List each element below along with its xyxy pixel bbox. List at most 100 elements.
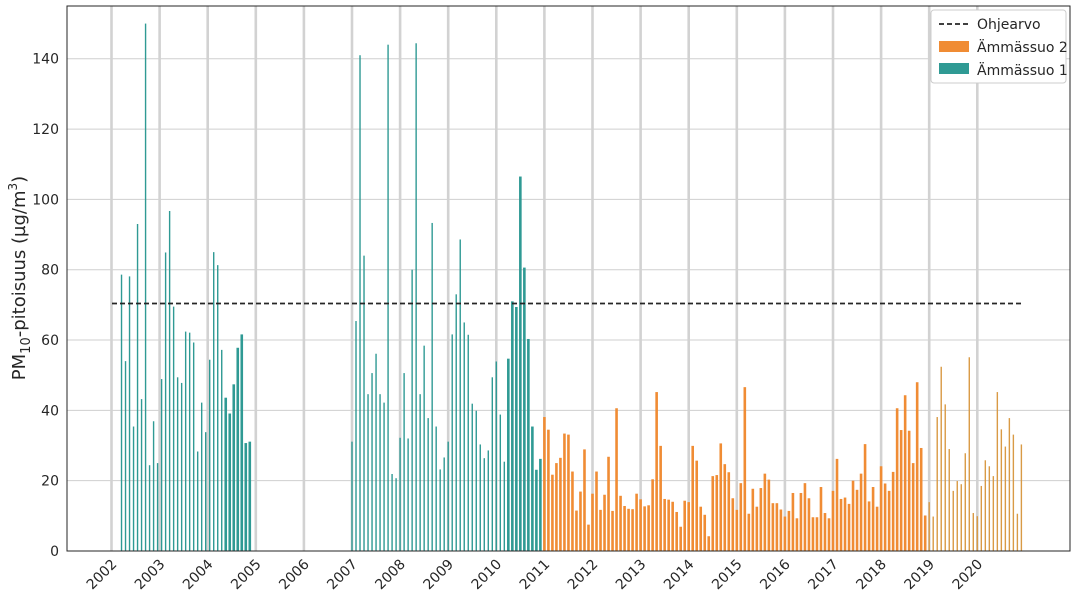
- bar-ammassuo-1: [463, 322, 465, 551]
- bar-ammassuo-2: [940, 366, 942, 551]
- bar-ammassuo-2: [992, 476, 995, 551]
- bar-ammassuo-2: [663, 498, 666, 551]
- bar-ammassuo-1: [172, 306, 175, 551]
- bar-ammassuo-1: [248, 441, 252, 551]
- bar-ammassuo-1: [399, 437, 401, 551]
- x-tick-label: 2018: [853, 557, 890, 594]
- bar-ammassuo-1: [132, 426, 135, 551]
- bar-ammassuo-1: [383, 402, 385, 551]
- plot-frame: [66, 5, 1071, 552]
- bar-ammassuo-2: [936, 417, 938, 551]
- bar-ammassuo-2: [859, 473, 863, 551]
- bar-ammassuo-2: [543, 417, 546, 551]
- bar-ammassuo-2: [583, 449, 586, 551]
- bar-ammassuo-2: [807, 498, 811, 551]
- x-tick-label: 2008: [372, 557, 409, 594]
- bar-ammassuo-1: [209, 359, 211, 551]
- x-tick-label: 2017: [805, 557, 842, 594]
- bar-ammassuo-2: [915, 382, 919, 551]
- x-tick-label: 2010: [469, 557, 506, 594]
- bar-ammassuo-2: [907, 430, 911, 551]
- x-tick-label: 2014: [661, 556, 698, 593]
- bar-ammassuo-1: [367, 394, 369, 551]
- bar-ammassuo-1: [459, 239, 461, 552]
- bar-ammassuo-2: [635, 493, 638, 551]
- bar-ammassuo-1: [168, 210, 171, 551]
- y-tick-labels: 0 20 40 60 80 100 120 140: [32, 52, 59, 560]
- x-tick-label: 2007: [324, 557, 361, 594]
- bar-ammassuo-1: [124, 361, 127, 551]
- bar-ammassuo-2: [984, 460, 987, 551]
- bar-ammassuo-2: [643, 506, 646, 551]
- bar-ammassuo-2: [960, 484, 962, 551]
- bar-ammassuo-2: [591, 493, 594, 551]
- bar-ammassuo-2: [952, 490, 954, 551]
- bar-ammassuo-1: [451, 334, 453, 551]
- bar-ammassuo-2: [647, 505, 650, 551]
- bar-ammassuo-2: [559, 457, 562, 551]
- bar-ammassuo-2: [687, 502, 690, 551]
- bar-ammassuo-1: [487, 450, 489, 551]
- bar-ammassuo-1: [527, 338, 530, 551]
- x-tick-label: 2003: [132, 557, 169, 594]
- bar-ammassuo-1: [531, 426, 534, 551]
- bar-ammassuo-1: [136, 224, 139, 551]
- bar-ammassuo-2: [667, 499, 670, 551]
- bar-ammassuo-2: [719, 443, 723, 551]
- bar-ammassuo-1: [160, 379, 163, 551]
- bar-ammassuo-2: [771, 503, 775, 551]
- bar-ammassuo-1: [240, 334, 244, 551]
- x-tick-label: 2019: [902, 557, 939, 594]
- bar-ammassuo-2: [1008, 418, 1011, 551]
- bar-ammassuo-2: [791, 492, 795, 551]
- bar-ammassuo-1: [221, 349, 223, 551]
- bar-ammassuo-1: [355, 321, 357, 551]
- bar-ammassuo-1: [140, 399, 143, 551]
- bar-ammassuo-2: [767, 479, 771, 551]
- y-tick-label: 100: [32, 192, 59, 208]
- bar-ammassuo-1: [483, 458, 485, 551]
- bar-ammassuo-1: [427, 418, 429, 551]
- x-tick-label: 2004: [180, 556, 217, 593]
- bar-ammassuo-2: [551, 474, 554, 551]
- bar-ammassuo-2: [923, 515, 927, 551]
- legend: Ohjearvo Ämmässuo 2 Ämmässuo 1: [930, 9, 1068, 84]
- bar-ammassuo-2: [827, 518, 831, 551]
- y-tick-label: 120: [32, 122, 59, 138]
- x-tick-label: 2016: [757, 556, 794, 593]
- bar-ammassuo-1: [407, 438, 409, 551]
- bar-ammassuo-1: [188, 332, 191, 551]
- bar-ammassuo-1: [387, 44, 389, 551]
- bar-ammassuo-2: [575, 510, 578, 551]
- bar-ammassuo-2: [839, 498, 843, 551]
- bar-ammassuo-1: [415, 43, 417, 552]
- bar-ammassuo-2: [703, 514, 707, 551]
- bar-ammassuo-2: [567, 434, 570, 551]
- bar-ammassuo-2: [695, 460, 699, 551]
- bar-ammassuo-2: [956, 481, 958, 551]
- y-tick-label: 20: [41, 474, 59, 490]
- bar-ammassuo-1: [391, 473, 393, 551]
- bar-ammassuo-1: [164, 252, 167, 551]
- bar-ammassuo-2: [811, 517, 815, 551]
- bar-ammassuo-2: [964, 453, 966, 551]
- bar-ammassuo-2: [579, 491, 582, 551]
- bar-ammassuo-2: [619, 495, 622, 551]
- bar-ammassuo-2: [691, 445, 695, 551]
- bar-ammassuo-2: [755, 506, 759, 551]
- legend-series-2-label: Ämmässuo 2: [977, 38, 1068, 56]
- bar-ammassuo-2: [599, 509, 602, 551]
- bar-ammassuo-2: [779, 509, 783, 551]
- bar-ammassuo-1: [439, 469, 441, 551]
- bar-ammassuo-2: [611, 510, 614, 551]
- bar-ammassuo-2: [759, 488, 763, 551]
- bar-ammassuo-1: [120, 274, 123, 551]
- bar-ammassuo-2: [831, 490, 835, 551]
- bar-ammassuo-1: [535, 469, 538, 551]
- bar-ammassuo-2: [843, 497, 847, 551]
- bar-ammassuo-2: [895, 408, 899, 551]
- bar-ammassuo-1: [447, 441, 449, 551]
- bar-ammassuo-1: [431, 222, 433, 551]
- bar-ammassuo-1: [523, 267, 526, 551]
